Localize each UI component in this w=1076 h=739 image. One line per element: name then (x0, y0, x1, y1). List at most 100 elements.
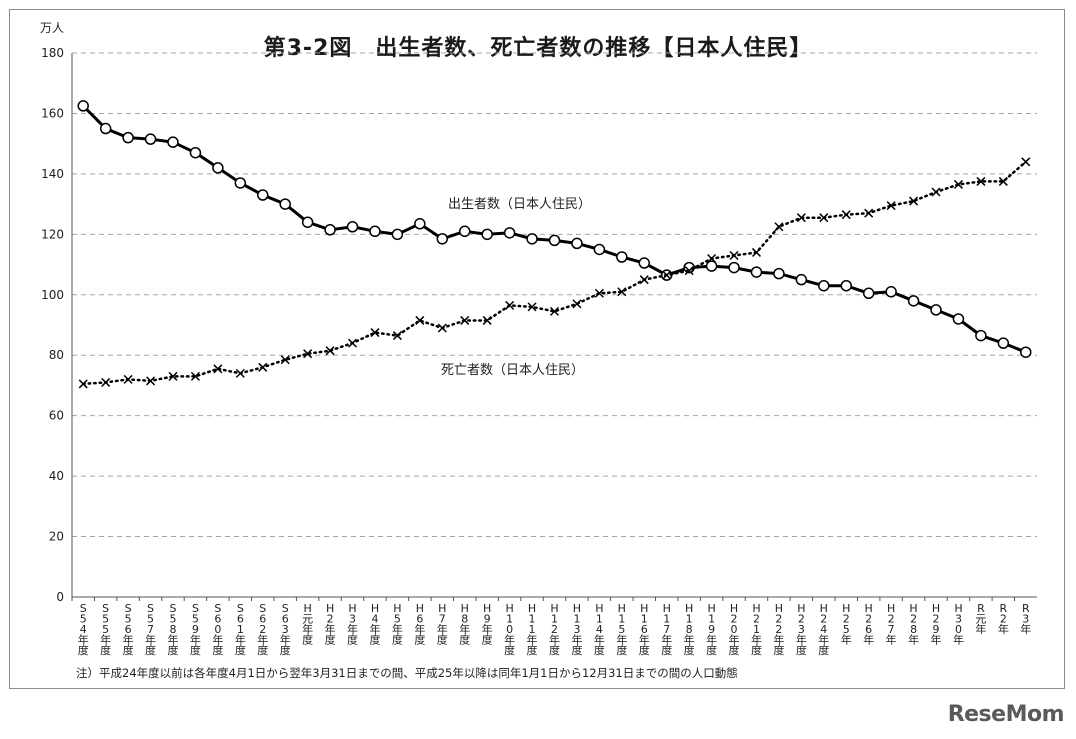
birth-point (750, 266, 763, 278)
birth-series-label: 出生者数（日本人住民） (448, 197, 592, 213)
death-point (684, 266, 694, 276)
x-tick-label: S 6 3 年度 (280, 602, 291, 657)
x-tick-label: H 1 4 年度 (594, 602, 605, 657)
birth-point (369, 225, 381, 238)
death-point (415, 315, 425, 325)
death-point (392, 331, 402, 341)
birth-point (1020, 346, 1032, 358)
death-point (168, 371, 178, 381)
birth-point (952, 313, 965, 325)
death-point (909, 196, 919, 206)
death-point (460, 315, 470, 325)
birth-point (212, 162, 224, 174)
birth-point (638, 257, 651, 269)
birth-point (930, 304, 942, 316)
x-tick-label: S 6 0 年度 (212, 602, 223, 657)
death-point (729, 250, 739, 261)
birth-point (862, 287, 875, 300)
x-tick-label: H 6 年度 (414, 602, 425, 647)
x-tick-label: H 5 年度 (392, 602, 403, 647)
birth-point (907, 295, 920, 307)
x-tick-label: H 2 1 年度 (751, 602, 762, 657)
death-point (325, 346, 335, 356)
death-point (235, 368, 245, 378)
x-tick-label: S 6 2 年度 (257, 602, 268, 657)
death-point (370, 328, 380, 338)
birth-point (77, 100, 89, 112)
death-point (707, 253, 717, 264)
birth-point (324, 224, 336, 236)
x-tick-label: H 4 年度 (369, 602, 380, 647)
x-tick-label: H 1 6 年度 (639, 602, 650, 657)
death-point (146, 376, 156, 386)
death-point (751, 247, 762, 257)
birth-point (885, 286, 897, 298)
birth-point (414, 218, 426, 230)
x-tick-label: H 2 3 年度 (796, 602, 807, 657)
y-tick-label: 60 (49, 409, 64, 423)
x-tick-label: H 3 年度 (347, 602, 358, 647)
birth-point (840, 279, 852, 292)
x-tick-label: H 1 1 年度 (527, 602, 538, 657)
y-tick-label: 140 (41, 167, 64, 181)
birth-point (975, 329, 987, 342)
x-tick-label: H 元年度 (302, 602, 313, 647)
death-point (213, 364, 223, 374)
y-tick-label: 100 (41, 288, 64, 302)
death-point (841, 210, 851, 220)
birth-line (82, 104, 1027, 354)
death-point (78, 379, 88, 389)
death-point (639, 275, 649, 285)
x-tick-label: H 1 5 年度 (616, 602, 627, 657)
death-point (190, 371, 200, 381)
birth-point (167, 136, 179, 148)
death-series-label: 死亡者数（日本人住民） (441, 363, 585, 379)
y-tick-label: 160 (41, 106, 64, 120)
x-tick-label: H 2 2 年度 (773, 602, 784, 657)
x-tick-label: H 1 9 年度 (706, 602, 717, 657)
death-point (796, 213, 806, 223)
chart-title: 第3-2図 出生者数、死亡者数の推移【日本人住民】 (263, 36, 813, 61)
birth-point (391, 228, 404, 241)
birth-point (346, 221, 359, 233)
death-point (1021, 157, 1031, 167)
death-point (774, 222, 784, 232)
x-tick-label: H 9 年度 (482, 602, 493, 647)
x-tick-label: S 5 5 年度 (100, 602, 111, 657)
y-tick-label: 20 (49, 530, 64, 544)
death-point (886, 201, 896, 211)
brand-logo: ReseMom (947, 702, 1065, 727)
x-tick-label: H 1 3 年度 (571, 602, 582, 657)
birth-point (99, 122, 112, 135)
birth-point (436, 233, 449, 245)
x-tick-label: H 2 0 年度 (729, 602, 740, 657)
x-tick-label: S 5 9 年度 (190, 602, 201, 657)
x-tick-label: H 7 年度 (437, 602, 448, 647)
death-point (527, 302, 537, 312)
x-tick-label: H 1 0 年度 (504, 602, 515, 657)
death-point (505, 300, 515, 310)
x-tick-label: S 5 8 年度 (167, 602, 178, 657)
birth-point (481, 228, 493, 241)
birth-point (458, 225, 471, 238)
death-point (931, 187, 941, 197)
death-point (347, 338, 358, 348)
death-point (280, 355, 290, 365)
death-point (482, 315, 492, 325)
birth-point (773, 267, 785, 280)
birth-point (593, 243, 606, 256)
birth-point (571, 237, 583, 250)
y-tick-label: 80 (49, 348, 64, 362)
birth-point (728, 261, 740, 274)
x-tick-label: S 5 4 年度 (78, 602, 89, 657)
x-tick-label: R 元年 (975, 602, 986, 636)
birth-point (279, 198, 291, 210)
birth-point (526, 233, 538, 245)
death-point (662, 270, 672, 280)
